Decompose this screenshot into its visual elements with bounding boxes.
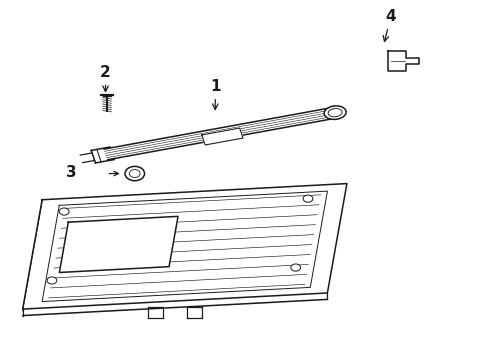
Polygon shape [387, 51, 418, 71]
Circle shape [290, 264, 300, 271]
Text: 3: 3 [65, 165, 76, 180]
Polygon shape [22, 184, 346, 309]
Circle shape [47, 277, 57, 284]
Circle shape [125, 166, 144, 181]
Text: 4: 4 [383, 9, 395, 41]
Text: 2: 2 [100, 64, 111, 91]
Polygon shape [59, 216, 178, 273]
Text: 1: 1 [209, 79, 220, 109]
Circle shape [59, 208, 69, 215]
Circle shape [303, 195, 312, 202]
Ellipse shape [324, 106, 346, 120]
Polygon shape [202, 128, 243, 145]
